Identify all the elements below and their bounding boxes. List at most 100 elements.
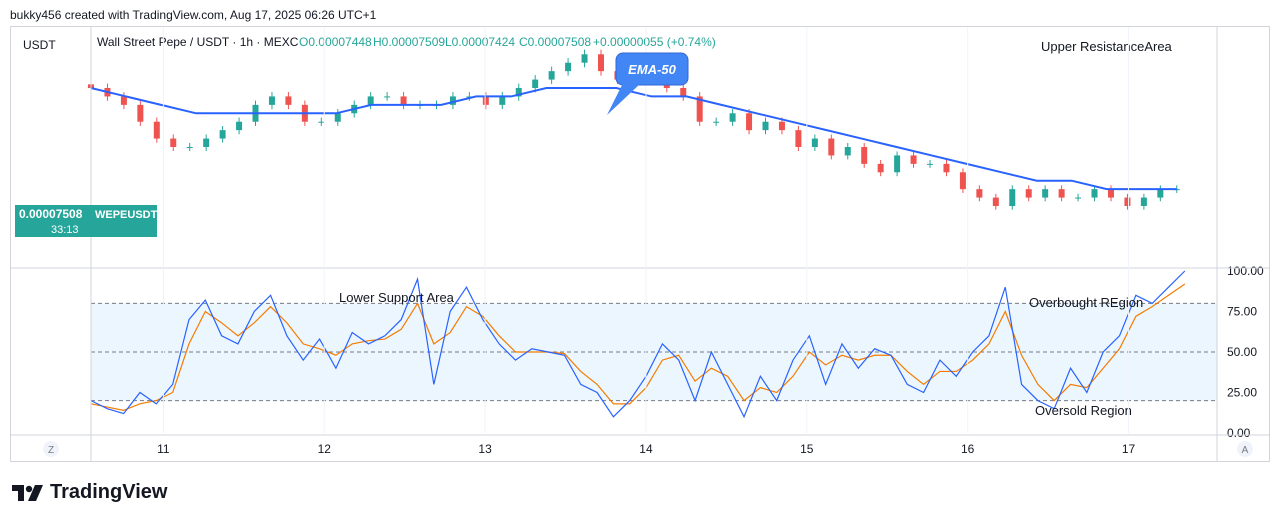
annotation-upper-resistance: Upper ResistanceArea: [1041, 39, 1173, 54]
candle-body: [861, 147, 868, 164]
candle-body: [729, 113, 736, 122]
tradingview-brand[interactable]: TradingView: [12, 481, 167, 504]
x-tick-label: 14: [639, 442, 653, 456]
ema-callout: EMA-50: [607, 52, 689, 115]
candle-body: [877, 163, 884, 173]
last-price-tag: 0.00007508 WEPEUSDT 33:13: [15, 205, 158, 237]
candle-body: [762, 121, 769, 131]
candle-body: [696, 96, 703, 122]
right-axis-button[interactable]: A: [1237, 441, 1253, 457]
ema-callout-pointer: [607, 83, 641, 115]
stoch-tick-label: 25.00: [1227, 386, 1257, 400]
candle-body: [515, 88, 522, 97]
price-pane: 0.000090000.000085000.000080000.00007000: [88, 49, 1180, 210]
candle-body: [581, 54, 588, 63]
candle-body: [384, 96, 391, 98]
stoch-tick-label: 100.00: [1227, 264, 1264, 278]
x-tick-label: 17: [1122, 442, 1136, 456]
candle-body: [811, 138, 818, 147]
annotation-oversold: Oversold Region: [1035, 403, 1132, 418]
ohlc-change: +0.00000055 (+0.74%): [593, 35, 716, 49]
candle-body: [1042, 189, 1049, 198]
candle-body: [137, 104, 144, 122]
last-price-value: 0.00007508: [19, 207, 83, 221]
candle-body: [778, 121, 785, 131]
brand-name: TradingView: [50, 481, 168, 503]
candle-body: [894, 155, 901, 173]
right-axis-button-bg: [1237, 441, 1253, 457]
stoch-tick-label: 50.00: [1227, 345, 1257, 359]
candle-body: [959, 172, 966, 190]
candle-body: [170, 138, 177, 147]
candle-body: [828, 138, 835, 156]
symbol-title: Wall Street Pepe / USDT · 1h · MEXC: [97, 35, 299, 49]
ema-50-line: [90, 87, 1177, 191]
candle-body: [943, 163, 950, 173]
candle-body: [910, 155, 917, 164]
x-tick-label: 12: [318, 442, 332, 456]
ohlc-open: O0.00007448: [299, 35, 372, 49]
candle-body: [1157, 189, 1164, 198]
x-tick-label: 11: [157, 442, 170, 456]
candle-body: [482, 96, 489, 105]
tradingview-logo-icon: [12, 484, 43, 501]
ohlc-close: C0.00007508: [519, 35, 591, 49]
left-axis-button-bg: [43, 441, 59, 457]
candle-body: [466, 96, 473, 98]
candle-body: [367, 96, 374, 105]
ohlc-low: L0.00007424: [445, 35, 515, 49]
candle-body: [499, 96, 506, 105]
chart-frame: 0.000090000.000085000.000080000.00007000…: [10, 26, 1270, 462]
candle-body: [449, 96, 456, 105]
candle-body: [597, 54, 604, 72]
candle-body: [1058, 189, 1065, 198]
stochastic-pane: 100.00 75.00 50.00 25.00 0.00: [90, 264, 1264, 440]
x-tick-label: 16: [961, 442, 975, 456]
stoch-tick-label: 0.00: [1227, 426, 1251, 440]
x-tick-label: 13: [478, 442, 492, 456]
candle-body: [1107, 189, 1114, 198]
candle-body: [548, 71, 555, 80]
chart-credit-header: bukky456 created with TradingView.com, A…: [10, 8, 377, 22]
candle-body: [120, 96, 127, 105]
candle-body: [285, 96, 292, 105]
candle-body: [713, 121, 720, 123]
last-price-box: [15, 205, 157, 237]
annotation-lower-support: Lower Support Area: [339, 290, 455, 305]
candle-body: [1124, 197, 1131, 206]
chart-canvas[interactable]: 0.000090000.000085000.000080000.00007000…: [11, 27, 1269, 461]
candle-body: [992, 197, 999, 206]
currency-label[interactable]: USDT: [23, 38, 56, 52]
x-tick-label: 15: [800, 442, 814, 456]
candle-body: [927, 163, 934, 165]
candle-body: [1009, 189, 1016, 206]
last-price-symbol: WEPEUSDT: [95, 209, 158, 221]
candle-body: [203, 138, 210, 147]
annotation-overbought: Overbought REgion: [1029, 295, 1143, 310]
stoch-tick-label: 75.00: [1227, 305, 1257, 319]
right-axis-label: A: [1242, 445, 1249, 456]
candle-body: [795, 130, 802, 147]
candle-body: [186, 147, 193, 148]
candle-body: [680, 88, 687, 97]
candle-body: [1091, 189, 1098, 198]
candle-body: [1075, 197, 1082, 199]
candle-body: [318, 121, 325, 123]
candle-body: [976, 189, 983, 198]
left-axis-button[interactable]: Z: [43, 441, 59, 457]
last-price-countdown: 33:13: [51, 224, 79, 236]
ema-callout-label: EMA-50: [628, 62, 676, 77]
candle-body: [1140, 197, 1147, 206]
candle-body: [219, 130, 226, 139]
stoch-d-line: [90, 283, 1186, 411]
stoch-k-line: [90, 270, 1186, 419]
ohlc-high: H0.00007509: [373, 35, 445, 49]
candle-body: [153, 121, 160, 139]
candle-body: [532, 79, 539, 88]
candle-body: [565, 62, 572, 72]
candle-body: [400, 96, 407, 105]
candle-body: [236, 121, 243, 131]
left-axis-label: Z: [48, 445, 54, 456]
candle-body: [1025, 189, 1032, 198]
ema-callout-box: [615, 52, 689, 86]
